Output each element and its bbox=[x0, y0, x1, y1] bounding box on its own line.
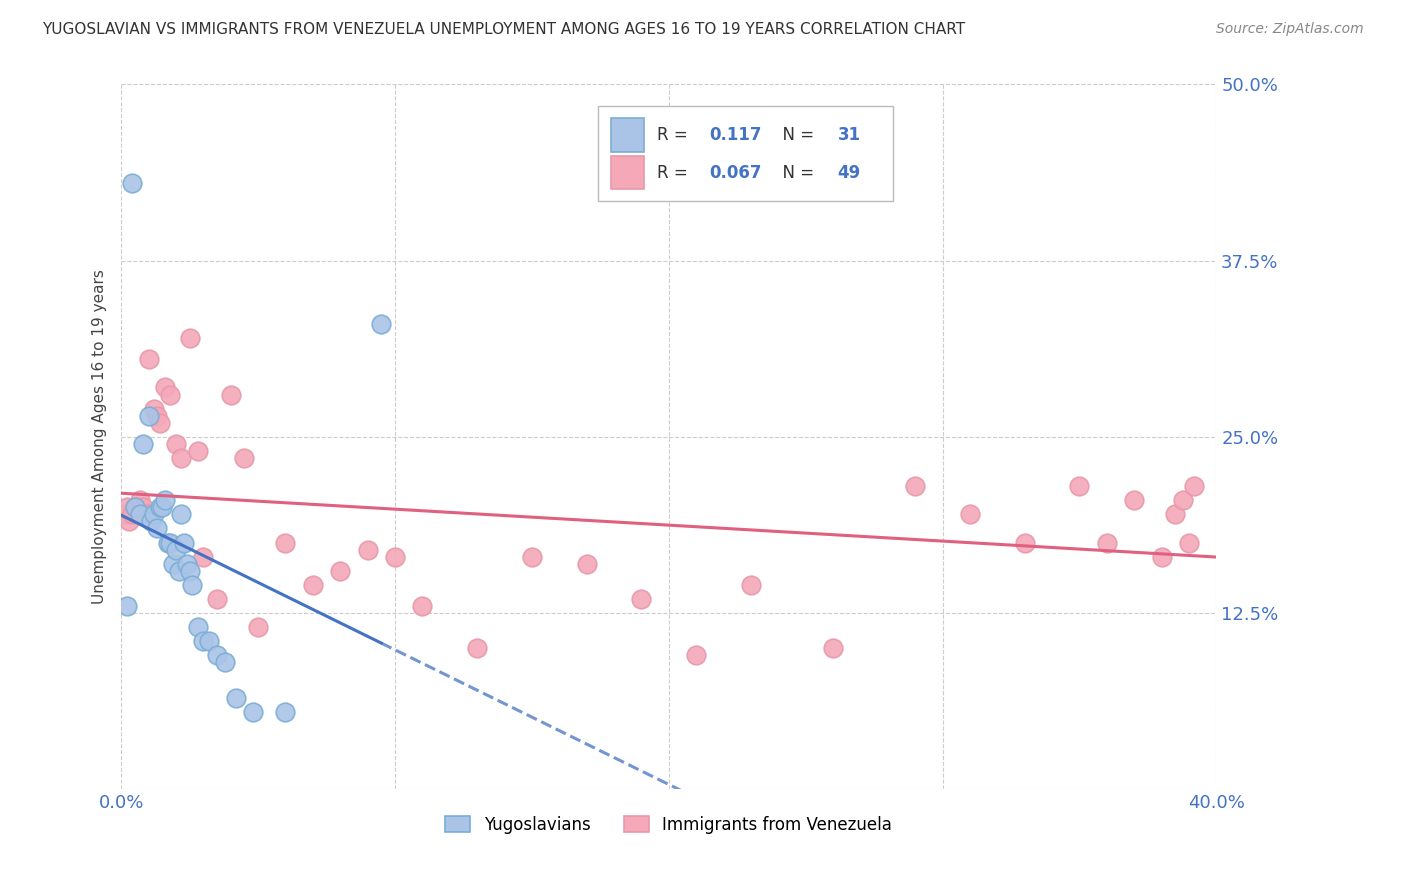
Point bbox=[1123, 493, 1146, 508]
Point bbox=[205, 591, 228, 606]
Point bbox=[1164, 508, 1187, 522]
FancyBboxPatch shape bbox=[598, 105, 893, 201]
Point bbox=[821, 641, 844, 656]
Point bbox=[181, 578, 204, 592]
Point bbox=[146, 409, 169, 423]
Point bbox=[179, 331, 201, 345]
Point bbox=[1150, 549, 1173, 564]
Point bbox=[242, 705, 264, 719]
Point bbox=[159, 387, 181, 401]
Point bbox=[124, 500, 146, 515]
Point bbox=[173, 535, 195, 549]
Point bbox=[148, 500, 170, 515]
Point bbox=[112, 508, 135, 522]
Point bbox=[165, 437, 187, 451]
Legend: Yugoslavians, Immigrants from Venezuela: Yugoslavians, Immigrants from Venezuela bbox=[446, 816, 891, 834]
Point bbox=[121, 176, 143, 190]
Point bbox=[153, 493, 176, 508]
Point bbox=[141, 515, 163, 529]
Point bbox=[740, 578, 762, 592]
Point bbox=[1014, 535, 1036, 549]
Text: 49: 49 bbox=[838, 163, 860, 182]
Point bbox=[575, 557, 598, 571]
Point bbox=[127, 500, 149, 515]
Point bbox=[176, 557, 198, 571]
Point bbox=[370, 317, 392, 331]
Point bbox=[411, 599, 433, 613]
Point bbox=[959, 508, 981, 522]
Text: N =: N = bbox=[772, 163, 820, 182]
Point bbox=[132, 437, 155, 451]
Point bbox=[121, 508, 143, 522]
Text: R =: R = bbox=[657, 126, 693, 145]
Point bbox=[384, 549, 406, 564]
Point bbox=[274, 535, 297, 549]
Point bbox=[129, 493, 152, 508]
Point bbox=[115, 500, 138, 515]
Point bbox=[115, 599, 138, 613]
Point bbox=[138, 409, 160, 423]
Point bbox=[465, 641, 488, 656]
Point bbox=[685, 648, 707, 663]
Text: R =: R = bbox=[657, 163, 693, 182]
Point bbox=[170, 450, 193, 465]
Y-axis label: Unemployment Among Ages 16 to 19 years: Unemployment Among Ages 16 to 19 years bbox=[93, 269, 107, 604]
Point bbox=[167, 564, 190, 578]
Text: YUGOSLAVIAN VS IMMIGRANTS FROM VENEZUELA UNEMPLOYMENT AMONG AGES 16 TO 19 YEARS : YUGOSLAVIAN VS IMMIGRANTS FROM VENEZUELA… bbox=[42, 22, 966, 37]
Point bbox=[233, 450, 256, 465]
Point bbox=[214, 656, 236, 670]
Point bbox=[170, 508, 193, 522]
Point bbox=[129, 508, 152, 522]
Point bbox=[520, 549, 543, 564]
Text: 31: 31 bbox=[838, 126, 860, 145]
Point bbox=[247, 620, 270, 634]
Point bbox=[193, 634, 215, 648]
Point bbox=[135, 508, 157, 522]
Point bbox=[165, 542, 187, 557]
FancyBboxPatch shape bbox=[610, 155, 644, 189]
Point bbox=[329, 564, 352, 578]
Point bbox=[193, 549, 215, 564]
Point bbox=[159, 535, 181, 549]
Point bbox=[187, 620, 209, 634]
Point bbox=[153, 380, 176, 394]
Point bbox=[118, 515, 141, 529]
Point bbox=[156, 535, 179, 549]
Text: N =: N = bbox=[772, 126, 820, 145]
Point bbox=[1069, 479, 1091, 493]
Point bbox=[219, 387, 242, 401]
Point bbox=[356, 542, 378, 557]
Text: 0.067: 0.067 bbox=[709, 163, 762, 182]
Point bbox=[124, 500, 146, 515]
Point bbox=[179, 564, 201, 578]
Point bbox=[1182, 479, 1205, 493]
Point bbox=[1095, 535, 1118, 549]
FancyBboxPatch shape bbox=[610, 119, 644, 153]
Point bbox=[141, 508, 163, 522]
Point bbox=[274, 705, 297, 719]
Point bbox=[146, 521, 169, 535]
Point bbox=[1178, 535, 1201, 549]
Point bbox=[138, 352, 160, 367]
Point bbox=[162, 557, 184, 571]
Point bbox=[143, 401, 166, 416]
Point bbox=[302, 578, 325, 592]
Point bbox=[225, 690, 247, 705]
Point bbox=[187, 444, 209, 458]
Point bbox=[143, 508, 166, 522]
Point bbox=[205, 648, 228, 663]
Point bbox=[132, 500, 155, 515]
Point bbox=[148, 416, 170, 430]
Point bbox=[630, 591, 652, 606]
Point bbox=[198, 634, 221, 648]
Point bbox=[904, 479, 927, 493]
Point bbox=[150, 500, 173, 515]
Text: 0.117: 0.117 bbox=[709, 126, 762, 145]
Text: Source: ZipAtlas.com: Source: ZipAtlas.com bbox=[1216, 22, 1364, 37]
Point bbox=[1173, 493, 1195, 508]
